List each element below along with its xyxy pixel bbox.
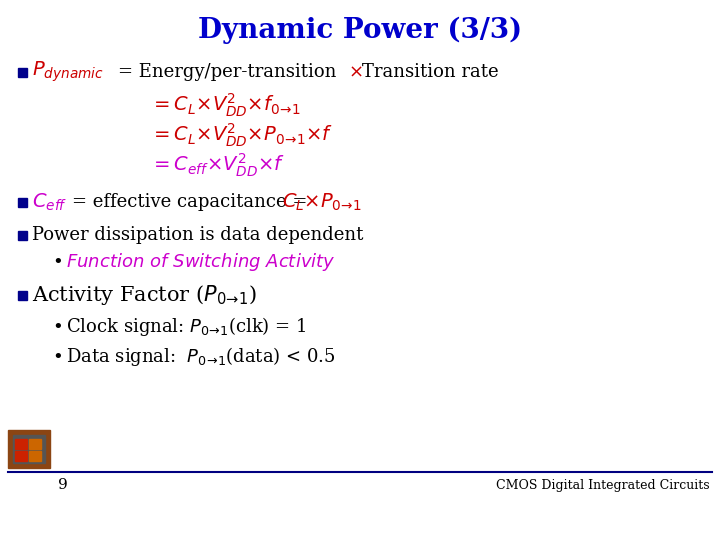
Text: Data signal:  $\mathit{P}_{0\!\rightarrow\!1}$(data) < 0.5: Data signal: $\mathit{P}_{0\!\rightarrow… bbox=[66, 346, 336, 368]
Text: $\mathit{Function\ of\ Switching\ Activity}$: $\mathit{Function\ of\ Switching\ Activi… bbox=[66, 251, 336, 273]
Bar bbox=[17, 68, 27, 77]
Bar bbox=[29, 439, 41, 449]
Text: Dynamic Power (3/3): Dynamic Power (3/3) bbox=[198, 16, 522, 44]
Text: •: • bbox=[52, 318, 63, 336]
Text: $= \mathit{C}_L{\times}\mathit{V}_{DD}^{2}{\times}\mathit{f}_{0\!\rightarrow\!1}: $= \mathit{C}_L{\times}\mathit{V}_{DD}^{… bbox=[150, 91, 300, 119]
Bar bbox=[17, 231, 27, 240]
Bar bbox=[17, 291, 27, 300]
Text: Power dissipation is data dependent: Power dissipation is data dependent bbox=[32, 226, 364, 244]
Text: $\mathit{C}_L{\times}\mathit{P}_{0\!\rightarrow\!1}$: $\mathit{C}_L{\times}\mathit{P}_{0\!\rig… bbox=[282, 191, 362, 213]
Text: 9: 9 bbox=[58, 478, 68, 492]
Text: = Energy/per-transition: = Energy/per-transition bbox=[118, 63, 336, 81]
Bar bbox=[15, 451, 27, 461]
Text: •: • bbox=[52, 253, 63, 271]
Text: CMOS Digital Integrated Circuits: CMOS Digital Integrated Circuits bbox=[496, 478, 710, 491]
Text: $= \mathit{C}_L{\times}\mathit{V}_{DD}^{2}{\times}\mathit{P}_{0\!\rightarrow\!1}: $= \mathit{C}_L{\times}\mathit{V}_{DD}^{… bbox=[150, 122, 333, 148]
Bar bbox=[29, 451, 41, 461]
Text: •: • bbox=[52, 348, 63, 366]
Text: $\mathit{C}_{\mathit{eff}}$: $\mathit{C}_{\mathit{eff}}$ bbox=[32, 191, 68, 213]
Bar bbox=[8, 430, 50, 468]
Text: $= \mathit{C}_{\mathit{eff}}{\times}\mathit{V}_{DD}^{2}{\times}\mathit{f}$: $= \mathit{C}_{\mathit{eff}}{\times}\mat… bbox=[150, 151, 285, 179]
Bar bbox=[17, 198, 27, 206]
Bar bbox=[15, 439, 27, 449]
Text: Activity Factor ($\mathit{P}_{0\!\rightarrow\!1}$): Activity Factor ($\mathit{P}_{0\!\righta… bbox=[32, 283, 257, 307]
Text: $\times$: $\times$ bbox=[348, 63, 363, 81]
Text: = effective capacitance =: = effective capacitance = bbox=[72, 193, 307, 211]
Bar bbox=[13, 435, 45, 463]
Text: Transition rate: Transition rate bbox=[362, 63, 499, 81]
Text: Clock signal: $\mathit{P}_{0\!\rightarrow\!1}$(clk) = 1: Clock signal: $\mathit{P}_{0\!\rightarro… bbox=[66, 315, 307, 339]
Text: $\mathit{P}_{\mathit{dynamic}}$: $\mathit{P}_{\mathit{dynamic}}$ bbox=[32, 60, 104, 84]
